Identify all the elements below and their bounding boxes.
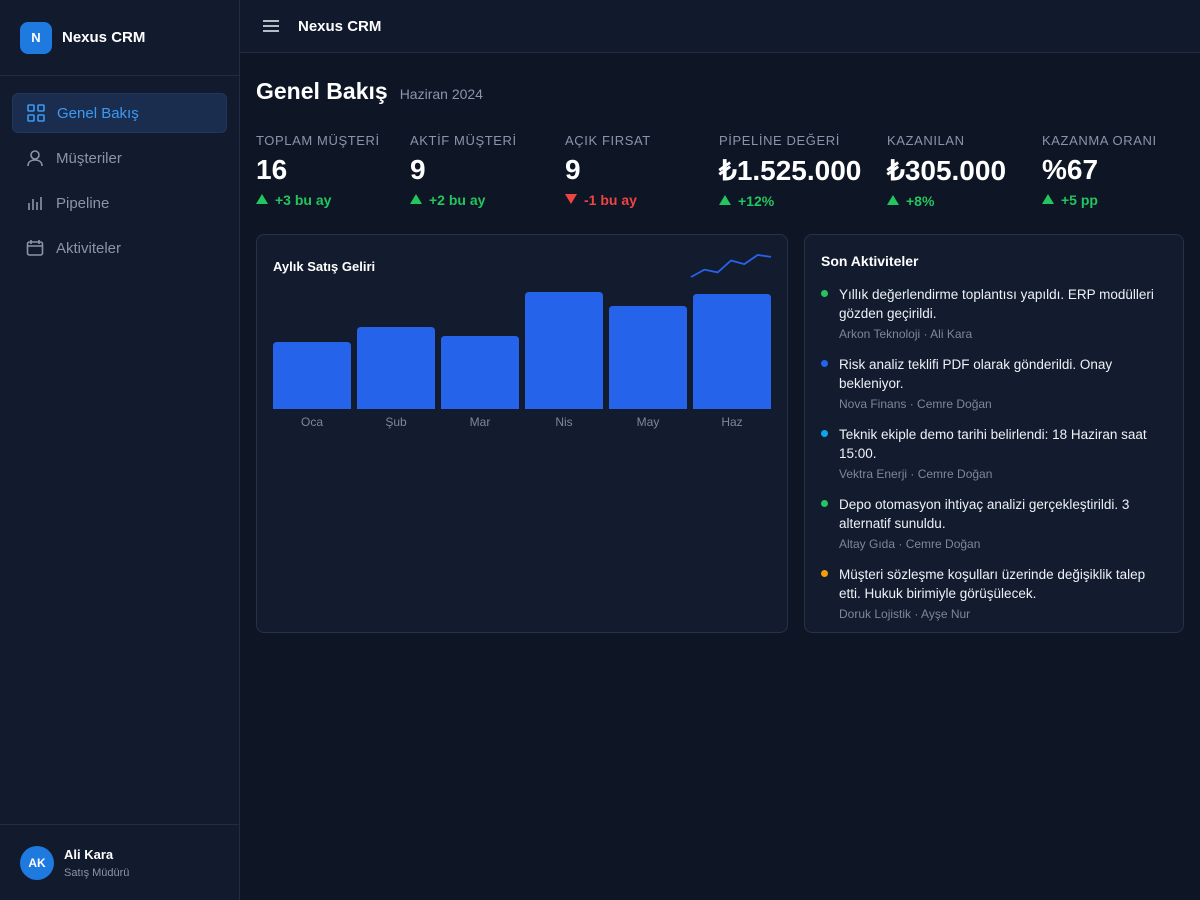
activity-text: Yıllık değerlendirme toplantısı yapıldı.… bbox=[839, 287, 1154, 321]
activity-text: Risk analiz teklifi PDF olarak gönderild… bbox=[839, 357, 1113, 391]
kpi: AKTİF MÜŞTERİ 9 +2 bu ay bbox=[410, 133, 517, 208]
kpi: KAZANMA ORANI %67 +5 pp bbox=[1042, 133, 1157, 208]
activity-card: Son Aktiviteler Yıllık değerlendirme top… bbox=[804, 234, 1184, 633]
logo: N bbox=[20, 21, 52, 54]
bar bbox=[609, 306, 687, 409]
activity-meta: Altay Gıda · Cemre Doğan bbox=[839, 537, 981, 551]
sparkline bbox=[690, 254, 772, 278]
topbar: Nexus CRM bbox=[240, 0, 1200, 53]
status-dot bbox=[821, 500, 828, 507]
kpi-label: AÇIK FIRSAT bbox=[565, 133, 651, 148]
user-role: Satış Müdürü bbox=[64, 866, 130, 879]
x-tick-label: Oca bbox=[301, 415, 323, 429]
bar bbox=[273, 342, 351, 409]
kpi-label: TOPLAM MÜŞTERİ bbox=[256, 133, 380, 148]
nav-label[interactable]: Genel Bakış bbox=[57, 104, 139, 122]
nav: Genel Bakış Müşteriler Pipeline Aktivite… bbox=[0, 76, 239, 290]
nav-item[interactable]: Aktiviteler bbox=[12, 228, 227, 268]
menu-button[interactable] bbox=[262, 19, 280, 33]
bar bbox=[441, 336, 519, 409]
nav-label[interactable]: Pipeline bbox=[56, 194, 110, 212]
kpi-value: 9 bbox=[410, 154, 426, 185]
kpi-delta: +2 bu ay bbox=[410, 192, 517, 208]
kpi: KAZANILAN ₺305.000 +8% bbox=[887, 133, 1006, 209]
x-tick-label: Şub bbox=[385, 415, 407, 429]
nav-label[interactable]: Aktiviteler bbox=[56, 239, 122, 257]
kpi-value: ₺305.000 bbox=[887, 155, 1007, 186]
kpi: PİPELİNE DEĞERİ ₺1.525.000 +12% bbox=[719, 133, 861, 209]
status-dot bbox=[821, 360, 828, 367]
kpi-delta: +8% bbox=[887, 193, 1006, 209]
status-dot bbox=[821, 570, 828, 577]
kpi-label: KAZANILAN bbox=[887, 133, 965, 148]
activity-item: Teknik ekiple demo tarihi belirlendi: 18… bbox=[821, 425, 1167, 481]
x-tick-label: Mar bbox=[470, 415, 491, 429]
activity-text: Müşteri sözleşme koşulları üzerinde deği… bbox=[839, 567, 1146, 601]
kpi-delta: +3 bu ay bbox=[256, 192, 380, 208]
page-header: Genel Bakış Haziran 2024 bbox=[256, 78, 483, 105]
activity-item: Yıllık değerlendirme toplantısı yapıldı.… bbox=[821, 285, 1167, 341]
page-subtitle: Haziran 2024 bbox=[399, 86, 483, 102]
activity-meta: Vektra Enerji · Cemre Doğan bbox=[839, 467, 993, 481]
topbar-title: Nexus CRM bbox=[298, 17, 382, 35]
chart-title: Aylık Satış Geliri bbox=[273, 259, 375, 274]
kpi: TOPLAM MÜŞTERİ 16 +3 bu ay bbox=[256, 133, 380, 208]
user: AK Ali Kara Satış Müdürü bbox=[0, 824, 239, 900]
bar bbox=[525, 292, 603, 409]
x-tick-label: Nis bbox=[555, 415, 572, 429]
nav-item[interactable]: Pipeline bbox=[12, 183, 227, 223]
activity-list: Yıllık değerlendirme toplantısı yapıldı.… bbox=[821, 285, 1167, 621]
bar bbox=[357, 327, 435, 409]
kpi-value: 9 bbox=[565, 154, 581, 185]
kpi-value: ₺1.525.000 bbox=[719, 155, 862, 186]
nav-label[interactable]: Müşteriler bbox=[56, 149, 122, 167]
kpi-delta: +5 pp bbox=[1042, 192, 1157, 208]
kpi-delta: -1 bu ay bbox=[565, 192, 651, 208]
x-tick-label: Haz bbox=[721, 415, 742, 429]
kpi-value: 16 bbox=[256, 154, 288, 185]
avatar: AK bbox=[20, 845, 54, 880]
kpi-label: AKTİF MÜŞTERİ bbox=[410, 133, 517, 148]
activity-item: Müşteri sözleşme koşulları üzerinde deği… bbox=[821, 565, 1167, 621]
kpi-value: %67 bbox=[1042, 154, 1099, 185]
activity-text: Teknik ekiple demo tarihi belirlendi: 18… bbox=[839, 427, 1147, 461]
kpi: AÇIK FIRSAT 9 -1 bu ay bbox=[565, 133, 651, 208]
x-tick-label: May bbox=[637, 415, 660, 429]
sidebar: N Nexus CRM Genel Bakış Müşteriler Pipel… bbox=[0, 0, 240, 900]
status-dot bbox=[821, 430, 828, 437]
activity-meta: Nova Finans · Cemre Doğan bbox=[839, 397, 992, 411]
activity-title: Son Aktiviteler bbox=[821, 253, 919, 269]
kpi-label: PİPELİNE DEĞERİ bbox=[719, 133, 840, 148]
activity-text: Depo otomasyon ihtiyaç analizi gerçekleş… bbox=[839, 497, 1130, 531]
nav-item[interactable]: Müşteriler bbox=[12, 138, 227, 178]
nav-item[interactable]: Genel Bakış bbox=[12, 93, 227, 133]
kpi-delta: +12% bbox=[719, 193, 861, 209]
activity-meta: Arkon Teknoloji · Ali Kara bbox=[839, 327, 973, 341]
page-title: Genel Bakış bbox=[256, 78, 388, 104]
kpi-label: KAZANMA ORANI bbox=[1042, 133, 1157, 148]
user-name: Ali Kara bbox=[64, 846, 114, 862]
brand-name: Nexus CRM bbox=[62, 29, 146, 46]
chart: Aylık Satış Geliri Oca Şub Mar Nis May Haz bbox=[273, 254, 772, 429]
bar bbox=[693, 294, 771, 409]
activity-meta: Doruk Lojistik · Ayşe Nur bbox=[839, 607, 971, 621]
brand: N Nexus CRM bbox=[0, 0, 239, 76]
chart-card: Aylık Satış Geliri Oca Şub Mar Nis May Haz bbox=[256, 234, 788, 633]
activity-item: Depo otomasyon ihtiyaç analizi gerçekleş… bbox=[821, 495, 1167, 551]
activity-item: Risk analiz teklifi PDF olarak gönderild… bbox=[821, 355, 1167, 411]
status-dot bbox=[821, 290, 828, 297]
